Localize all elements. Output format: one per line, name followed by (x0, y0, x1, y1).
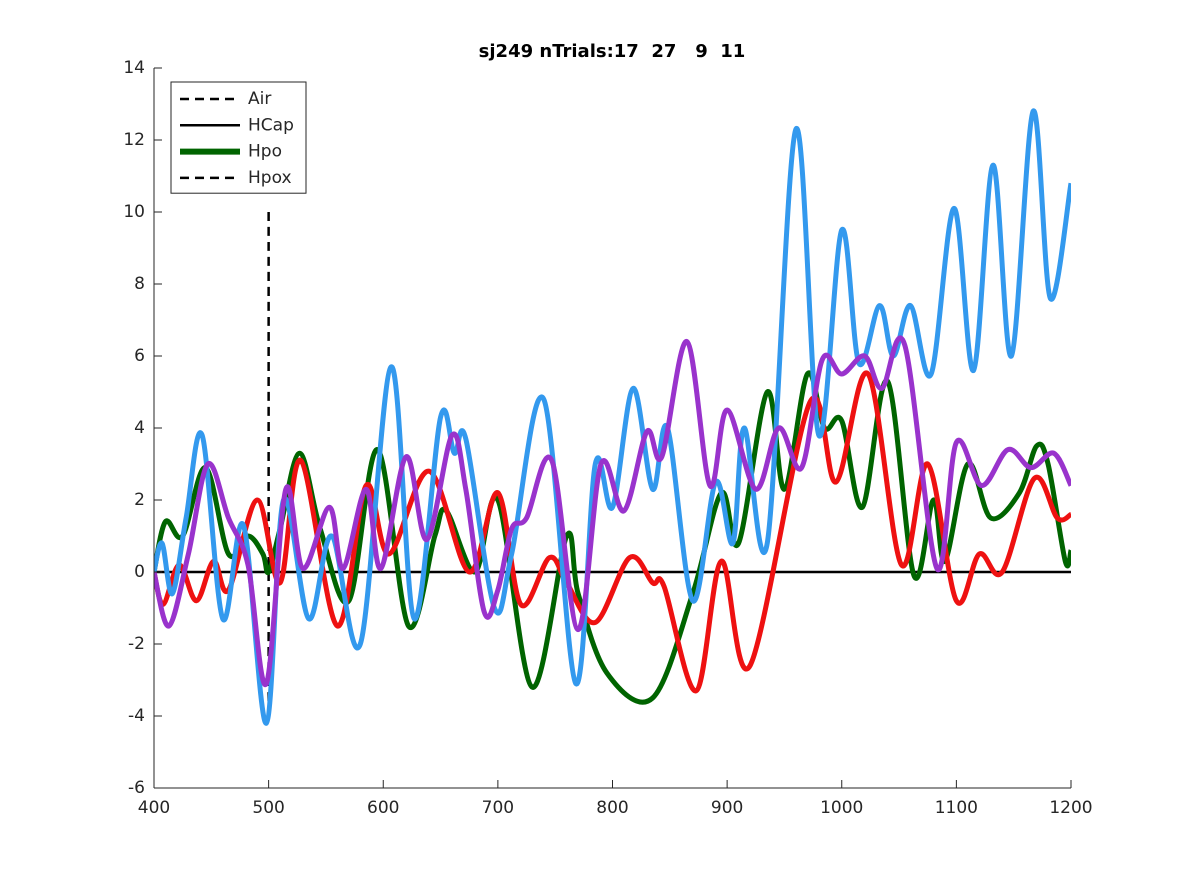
x-tick-label: 1200 (1049, 798, 1092, 818)
x-tick-label: 400 (138, 798, 170, 818)
data-line (154, 335, 1071, 688)
x-tick-label: 800 (596, 798, 628, 818)
y-tick-label: 14 (123, 58, 145, 78)
legend-label: Hpo (248, 142, 282, 162)
y-tick-label: 0 (134, 562, 145, 582)
y-tick-label: -2 (128, 634, 145, 654)
y-tick-label: -4 (128, 706, 145, 726)
y-tick-label: 8 (134, 274, 145, 294)
legend-label: HCap (248, 115, 294, 135)
y-tick-label: 10 (123, 202, 145, 222)
data-line (154, 108, 1071, 726)
y-tick-label: 4 (134, 418, 145, 438)
y-tick-label: 2 (134, 490, 145, 510)
legend-box (170, 81, 307, 194)
legend-label: Hpox (248, 168, 292, 188)
x-tick-label: 1100 (935, 798, 978, 818)
x-tick-label: 500 (252, 798, 284, 818)
y-tick-label: 6 (134, 346, 145, 366)
x-tick-label: 1000 (820, 798, 863, 818)
chart-title: sj249 nTrials:17 27 9 11 (479, 41, 746, 62)
y-tick-label: -6 (128, 778, 145, 798)
x-tick-label: 600 (367, 798, 399, 818)
y-tick-label: 12 (123, 130, 145, 150)
x-tick-label: 700 (482, 798, 514, 818)
x-tick-label: 900 (711, 798, 743, 818)
legend-label: Air (248, 89, 271, 109)
